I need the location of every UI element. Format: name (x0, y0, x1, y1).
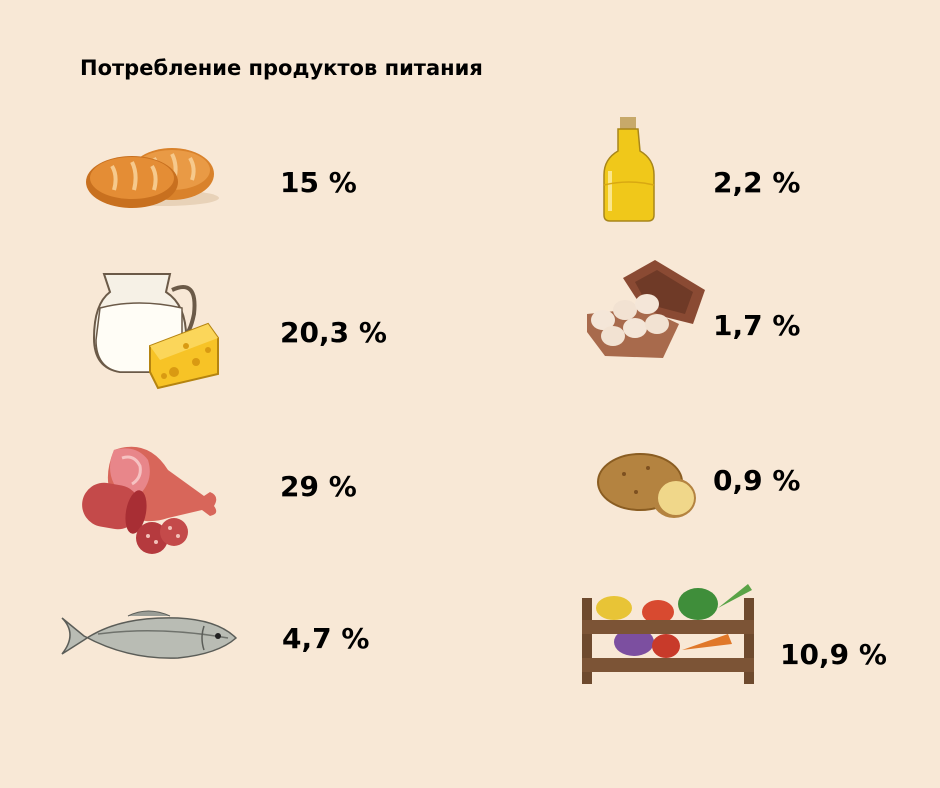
value-label: 15 % (280, 166, 357, 199)
vegetables-crate-icon (582, 584, 754, 684)
bread-icon (86, 148, 219, 208)
milk-cheese-icon (92, 273, 219, 390)
eggs-icon (587, 260, 705, 358)
value-label: 1,7 % (713, 309, 801, 342)
value-label: 0,9 % (713, 464, 801, 497)
meat-icon (82, 446, 217, 554)
value-label: 20,3 % (280, 316, 387, 349)
value-label: 29 % (280, 470, 357, 503)
value-label: 10,9 % (780, 638, 887, 671)
oil-bottle-icon (603, 117, 655, 222)
potato-icon (597, 453, 696, 518)
value-label: 2,2 % (713, 166, 801, 199)
value-label: 4,7 % (282, 622, 370, 655)
chart-title: Потребление продуктов питания (80, 56, 483, 80)
fish-icon (61, 610, 238, 659)
